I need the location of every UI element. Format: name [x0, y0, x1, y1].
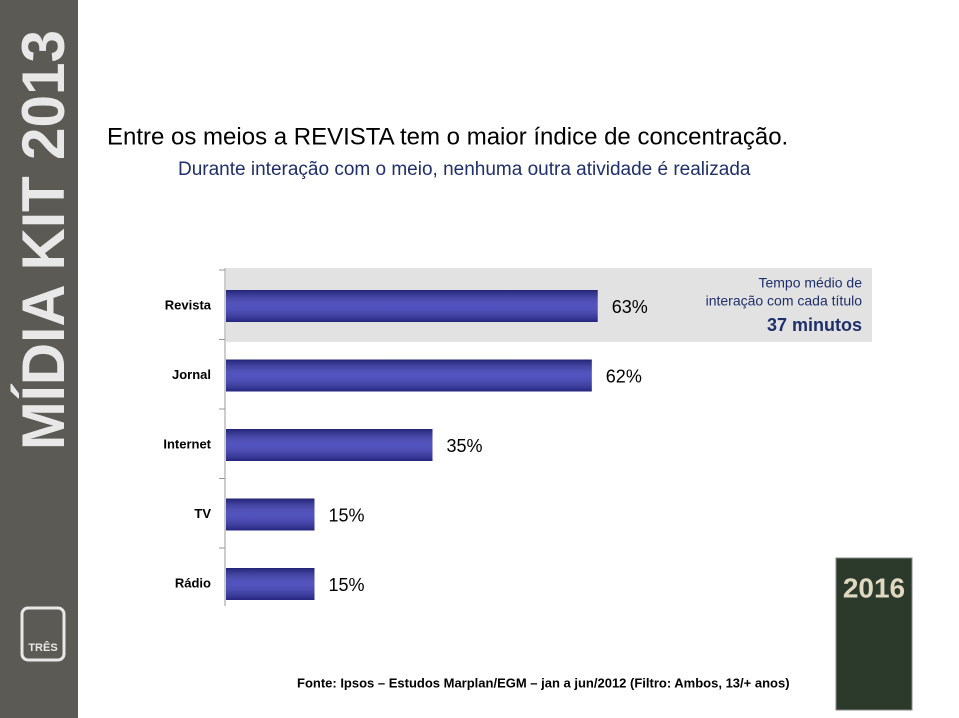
value-label: 15% [329, 575, 365, 595]
annotation: Tempo médio de [758, 275, 862, 291]
bar-shade [226, 290, 598, 322]
value-label: 15% [329, 505, 365, 525]
value-label: 62% [606, 366, 642, 386]
category-label: Rádio [175, 575, 211, 590]
magazine [835, 557, 913, 711]
category-label: Internet [163, 436, 211, 451]
category-label: Revista [165, 297, 212, 312]
source: Fonte: Ipsos – Estudos Marplan/EGM – jan… [297, 675, 790, 690]
bar-shade [226, 568, 315, 600]
sidebar [0, 0, 78, 718]
category-label: Jornal [172, 367, 211, 382]
annotation: 37 minutos [767, 315, 862, 335]
bar-shade [226, 429, 433, 461]
logo: TRÊS [28, 641, 57, 654]
category-label: TV [194, 506, 211, 521]
magazine-cover: 2016 [843, 572, 905, 603]
chart-title: Entre os meios a REVISTA tem o maior índ… [107, 123, 788, 150]
annotation: interação com cada título [706, 293, 863, 309]
logo-frame [20, 606, 66, 662]
value-label: 35% [447, 436, 483, 456]
sidebar-title: MÍDIA KIT 2013 [10, 30, 77, 450]
value-label: 63% [612, 297, 648, 317]
bar-shade [226, 359, 592, 392]
bar-shade [226, 498, 315, 531]
chart-subtitle: Durante interação com o meio, nenhuma ou… [178, 159, 751, 180]
